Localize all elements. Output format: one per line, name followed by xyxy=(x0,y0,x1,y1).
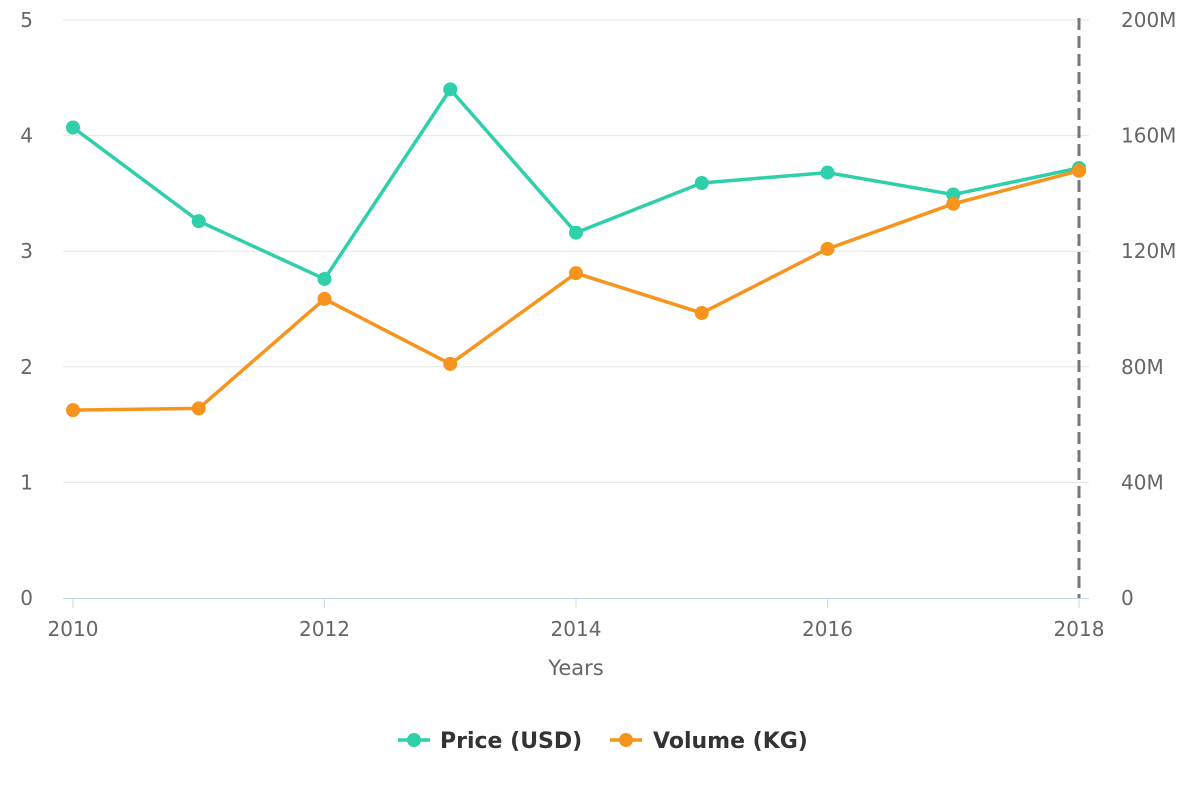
y-left-tick-label: 4 xyxy=(20,124,33,148)
y-right-tick-label: 200M xyxy=(1121,8,1176,32)
x-tick-label: 2012 xyxy=(299,617,350,641)
y-right-tick-label: 120M xyxy=(1121,239,1176,263)
y-right-tick-label: 0 xyxy=(1121,586,1134,610)
legend-label: Price (USD) xyxy=(440,729,582,754)
series-line-volume xyxy=(71,169,1081,412)
y-left-tick-label: 5 xyxy=(20,8,33,32)
y-right-tick-label: 80M xyxy=(1121,355,1164,379)
legend-marker-symbol xyxy=(407,733,421,747)
data-point-price[interactable] xyxy=(317,271,332,286)
grid-lines xyxy=(63,19,1089,483)
y-left-tick-label: 1 xyxy=(20,470,33,494)
x-tick-label: 2018 xyxy=(1054,617,1105,641)
data-point-volume[interactable] xyxy=(443,356,458,371)
y-right-tick-label: 40M xyxy=(1121,470,1164,494)
x-tick-label: 2016 xyxy=(802,617,853,641)
data-point-price[interactable] xyxy=(820,165,835,180)
data-point-volume[interactable] xyxy=(191,401,206,416)
series-line-price xyxy=(71,87,1081,281)
data-point-volume[interactable] xyxy=(820,241,835,256)
data-point-volume[interactable] xyxy=(317,291,332,306)
data-point-price[interactable] xyxy=(66,120,80,135)
series-lines xyxy=(71,87,1081,412)
data-point-price[interactable] xyxy=(569,225,583,240)
data-point-volume[interactable] xyxy=(569,266,583,281)
legend-item-volume[interactable]: Volume (KG) xyxy=(610,729,808,754)
x-axis-title: Years xyxy=(547,656,603,680)
legend-marker-symbol xyxy=(619,733,633,747)
data-point-volume[interactable] xyxy=(66,403,80,418)
data-point-price[interactable] xyxy=(191,214,206,229)
data-point-volume[interactable] xyxy=(1072,163,1086,178)
data-point-price[interactable] xyxy=(694,175,709,190)
legend-label: Volume (KG) xyxy=(653,729,808,754)
y-left-tick-label: 2 xyxy=(20,355,33,379)
legend[interactable]: Price (USD) Volume (KG) xyxy=(398,729,808,754)
y-left-tick-label: 0 xyxy=(20,586,33,610)
data-point-price[interactable] xyxy=(443,82,458,97)
data-point-volume[interactable] xyxy=(694,306,709,321)
series-markers xyxy=(66,82,1086,418)
axes: 0 0 1 40M 2 80M 3 120M 4 160M 5 200M 2010 2012 2014 201… xyxy=(20,8,1176,680)
data-point-volume[interactable] xyxy=(946,196,961,211)
x-tick-label: 2010 xyxy=(48,617,99,641)
x-tick-label: 2014 xyxy=(551,617,602,641)
y-left-tick-label: 3 xyxy=(20,239,33,263)
legend-item-price[interactable]: Price (USD) xyxy=(398,729,582,754)
y-right-tick-label: 160M xyxy=(1121,124,1176,148)
